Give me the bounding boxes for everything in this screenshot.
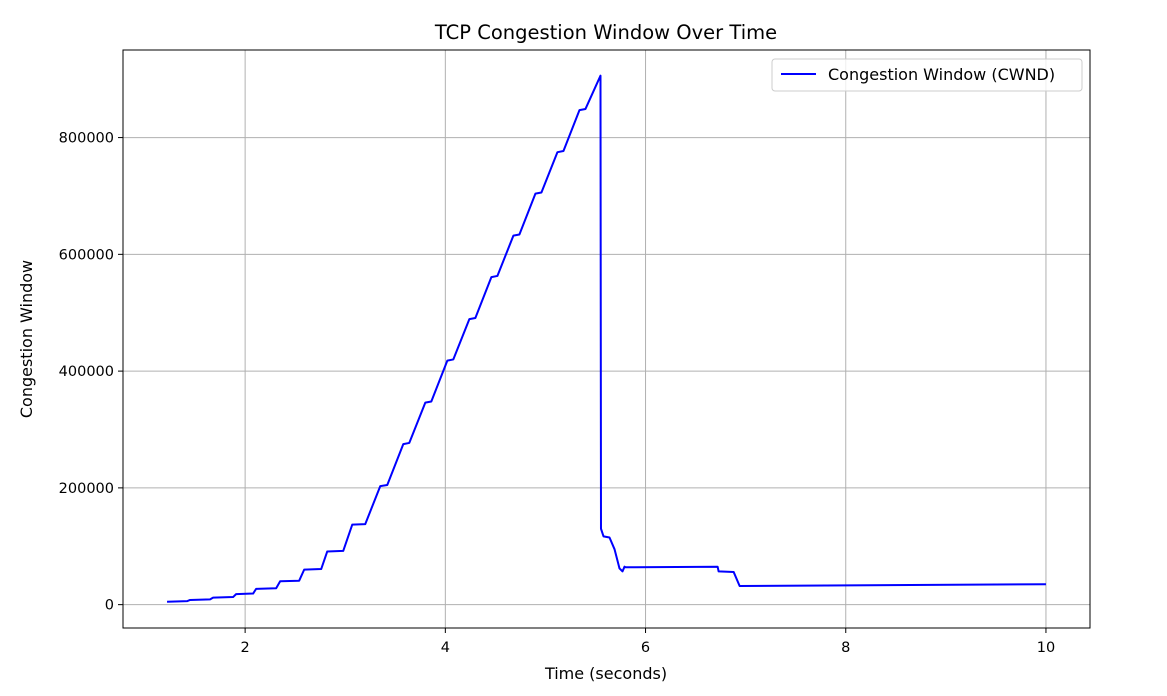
y-axis-title: Congestion Window [17,260,36,418]
axes-frame [122,49,1091,629]
y-tick-label: 200000 [59,481,114,497]
y-tick-label: 400000 [59,364,114,380]
y-tick-label: 800000 [59,131,114,147]
x-tick-label: 8 [841,640,850,656]
y-tick-label: 600000 [59,247,114,263]
x-tick-label: 4 [441,640,450,656]
x-tick-label: 10 [1037,640,1055,656]
chart-title: TCP Congestion Window Over Time [434,21,777,44]
legend-label: Congestion Window (CWND) [828,65,1055,84]
legend: Congestion Window (CWND) [771,58,1083,92]
grid-lines [123,50,1090,628]
y-tick-label: 0 [105,598,114,614]
x-axis-title: Time (seconds) [544,664,667,683]
legend-box [771,58,1083,92]
y-axis: 0 200000 400000 600000 800000 [59,131,123,614]
series-line-cwnd [167,74,1046,603]
x-tick-label: 2 [241,640,250,656]
x-axis: 2 4 6 8 10 [241,628,1055,656]
x-tick-label: 6 [641,640,650,656]
plot-area [167,74,1046,603]
